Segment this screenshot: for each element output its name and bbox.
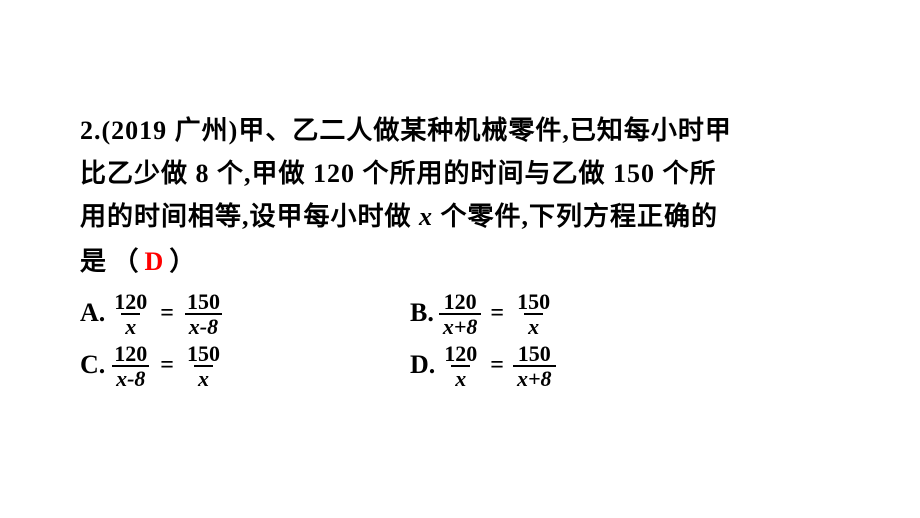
frac-den: x-8 [185, 313, 222, 338]
choice-A-frac-right: 150 x-8 [183, 290, 224, 338]
paren-open: （ [113, 247, 139, 276]
frac-den: x [451, 365, 470, 390]
equals-sign: = [160, 346, 174, 386]
q-line3b: 个零件,下列方程正确的 [433, 202, 718, 231]
question-source: (2019 广州) [102, 116, 239, 145]
frac-num: 150 [513, 290, 554, 313]
paren-close: ） [169, 247, 195, 276]
choice-D-frac-left: 120 x [440, 342, 481, 390]
choice-A-label: A. [80, 292, 105, 335]
q-line3a: 用的时间相等,设甲每小时做 [80, 202, 419, 231]
frac-num: 120 [440, 342, 481, 365]
frac-den: x [524, 313, 543, 338]
question-number: 2. [80, 116, 102, 145]
frac-num: 120 [110, 342, 151, 365]
choice-C-frac-left: 120 x-8 [110, 342, 151, 390]
choice-C-frac-right: 150 x [183, 342, 224, 390]
choice-D: D. 120 x = 150 x+8 [410, 342, 740, 390]
frac-den: x-8 [112, 365, 149, 390]
frac-num: 120 [440, 290, 481, 313]
frac-num: 150 [183, 290, 224, 313]
choice-B-label: B. [410, 292, 434, 335]
q-line2: 比乙少做 8 个,甲做 120 个所用的时间与乙做 150 个所 [80, 159, 717, 188]
question-block: 2.(2019 广州)甲、乙二人做某种机械零件,已知每小时甲 比乙少做 8 个,… [80, 110, 840, 394]
answer-mark: D [139, 247, 170, 276]
q-line4: 是 [80, 247, 106, 276]
choice-A: A. 120 x = 150 x-8 [80, 290, 410, 338]
frac-den: x+8 [439, 313, 482, 338]
equals-sign: = [490, 294, 504, 334]
answer-line: 是 （D） [80, 241, 840, 284]
choice-C-label: C. [80, 344, 105, 387]
frac-num: 120 [110, 290, 151, 313]
frac-den: x+8 [513, 365, 556, 390]
question-stem: 2.(2019 广州)甲、乙二人做某种机械零件,已知每小时甲 比乙少做 8 个,… [80, 110, 840, 239]
equals-sign: = [160, 294, 174, 334]
choice-B-frac-right: 150 x [513, 290, 554, 338]
choice-B: B. 120 x+8 = 150 x [410, 290, 740, 338]
choice-D-label: D. [410, 344, 435, 387]
choice-row-1: A. 120 x = 150 x-8 B. 120 x+8 = [80, 290, 840, 338]
choice-D-frac-right: 150 x+8 [513, 342, 556, 390]
frac-num: 150 [514, 342, 555, 365]
frac-den: x [121, 313, 140, 338]
choice-A-frac-left: 120 x [110, 290, 151, 338]
frac-den: x [194, 365, 213, 390]
variable-x: x [419, 202, 433, 231]
q-line1: 甲、乙二人做某种机械零件,已知每小时甲 [238, 116, 732, 145]
frac-num: 150 [183, 342, 224, 365]
equals-sign: = [490, 346, 504, 386]
choice-C: C. 120 x-8 = 150 x [80, 342, 410, 390]
choice-row-2: C. 120 x-8 = 150 x D. 120 x = [80, 342, 840, 390]
choices-container: A. 120 x = 150 x-8 B. 120 x+8 = [80, 290, 840, 390]
choice-B-frac-left: 120 x+8 [439, 290, 482, 338]
